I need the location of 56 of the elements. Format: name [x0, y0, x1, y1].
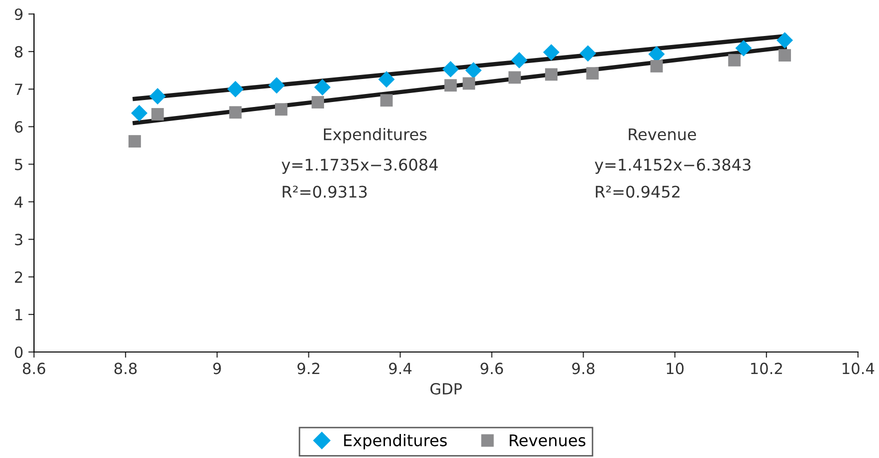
x-axis-title: GDP — [430, 383, 462, 395]
point — [227, 80, 244, 98]
y-tick-label: 3 — [15, 234, 22, 246]
point — [131, 104, 148, 122]
x-tick-label: 9.6 — [480, 362, 503, 374]
point — [151, 108, 164, 120]
point — [314, 79, 331, 96]
point — [128, 135, 141, 148]
point — [378, 71, 395, 88]
point — [545, 68, 558, 81]
point — [229, 106, 242, 119]
x-tick-label: 9.8 — [572, 362, 594, 374]
y-tick-label: 7 — [15, 84, 22, 95]
y-tick-label: 8 — [14, 46, 23, 58]
point — [728, 54, 741, 66]
point — [778, 49, 791, 62]
point — [508, 71, 521, 84]
y-tick-label: 2 — [14, 271, 22, 283]
point — [465, 62, 482, 79]
point — [462, 77, 476, 90]
point — [650, 60, 663, 72]
annotation: Expenditures — [324, 128, 427, 144]
annotation: y=1.1735x−3.6084 — [282, 158, 438, 174]
point — [586, 67, 599, 80]
x-tick-label: 10.2 — [751, 362, 782, 374]
point — [580, 45, 596, 62]
legend-label: Expenditures — [344, 434, 447, 450]
y-tick-label: 9 — [14, 8, 23, 20]
x-tick-label: 8.8 — [114, 362, 137, 374]
x-tick-label: 10 — [666, 362, 684, 374]
y-tick-label: 5 — [15, 158, 22, 170]
x-tick-label: 9.4 — [389, 362, 412, 374]
annotation: R²=0.9313 — [282, 186, 367, 198]
point — [511, 52, 528, 68]
point — [274, 103, 288, 116]
y-tick-label: 0 — [14, 346, 23, 358]
point — [735, 40, 752, 56]
legend-label: Revenues — [510, 434, 586, 446]
y-tick-label: 1 — [16, 309, 22, 320]
annotation: y=1.4152x−6.3843 — [594, 158, 750, 174]
point — [268, 77, 285, 94]
point — [444, 79, 457, 92]
point — [442, 60, 459, 78]
point — [543, 44, 560, 61]
x-tick-label: 9 — [213, 362, 221, 374]
point — [380, 94, 393, 107]
x-tick-label: 9.2 — [297, 362, 320, 374]
annotation: R²=0.9452 — [596, 186, 680, 198]
annotation: Revenue — [628, 128, 696, 140]
y-tick-label: 4 — [14, 196, 23, 208]
x-tick-label: 8.6 — [22, 362, 46, 374]
point — [312, 96, 324, 108]
y-tick-label: 6 — [14, 121, 23, 133]
point — [149, 88, 166, 104]
x-tick-label: 10.4 — [842, 362, 874, 374]
point — [776, 32, 793, 49]
